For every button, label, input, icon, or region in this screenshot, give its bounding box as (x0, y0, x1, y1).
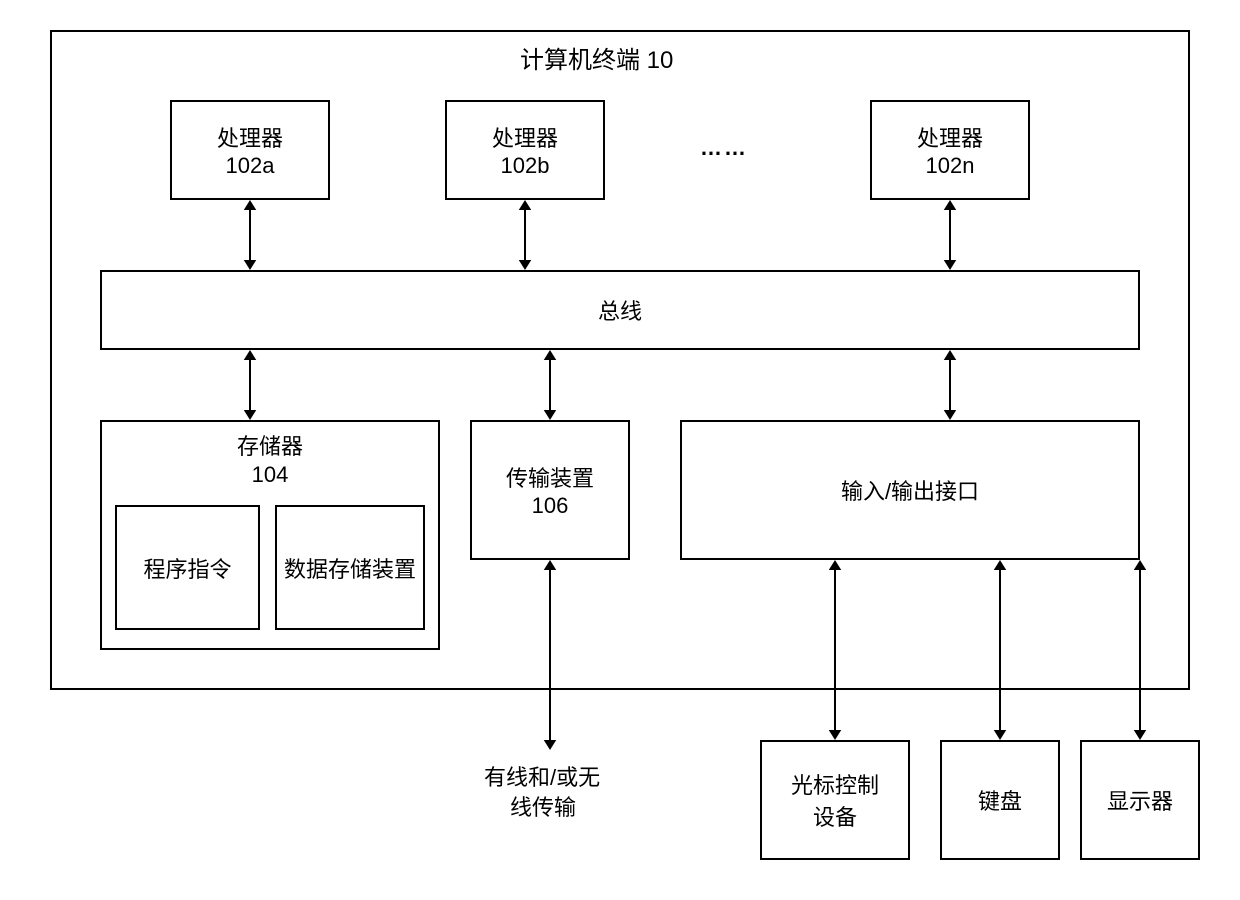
node-xmit: 传输装置106 (470, 420, 630, 560)
container-title: 计算机终端 10 (520, 40, 673, 75)
node-proc_a: 处理器102a (170, 100, 330, 200)
node-mem_title_1: 存储器 (100, 430, 440, 460)
node-label: 键盘 (978, 784, 1022, 816)
node-display: 显示器 (1080, 740, 1200, 860)
node-label: 处理器 (917, 121, 983, 153)
node-label: 设备 (813, 800, 857, 832)
node-prog: 程序指令 (115, 505, 260, 630)
node-proc_b: 处理器102b (445, 100, 605, 200)
node-keyboard: 键盘 (940, 740, 1060, 860)
diagram-canvas: 计算机终端 10 处理器102a处理器102b处理器102n总线存储器104程序… (0, 0, 1240, 900)
node-label: 数据存储装置 (284, 552, 416, 584)
node-label: 传输装置 (506, 461, 594, 493)
node-cursor: 光标控制设备 (760, 740, 910, 860)
node-label: 102n (926, 153, 975, 179)
node-label: 存储器 (237, 429, 303, 461)
node-label: 总线 (598, 294, 642, 326)
node-label: 102a (226, 153, 275, 179)
label-ellipsis: …… (700, 135, 748, 161)
node-label: 程序指令 (143, 552, 231, 584)
node-label: 处理器 (217, 121, 283, 153)
node-label: 104 (252, 462, 289, 488)
node-label: 102b (501, 153, 550, 179)
node-label: 输入/输出接口 (841, 474, 979, 506)
label-wired_wireless_1: 有线和/或无 (484, 760, 600, 792)
node-bus: 总线 (100, 270, 1140, 350)
node-label: 光标控制 (791, 768, 879, 800)
label-wired_wireless_2: 线传输 (510, 790, 576, 822)
node-data_store: 数据存储装置 (275, 505, 425, 630)
node-label: 处理器 (492, 121, 558, 153)
node-io: 输入/输出接口 (680, 420, 1140, 560)
node-label: 106 (532, 493, 569, 519)
node-label: 显示器 (1107, 784, 1173, 816)
node-proc_n: 处理器102n (870, 100, 1030, 200)
node-mem_title_2: 104 (100, 460, 440, 490)
